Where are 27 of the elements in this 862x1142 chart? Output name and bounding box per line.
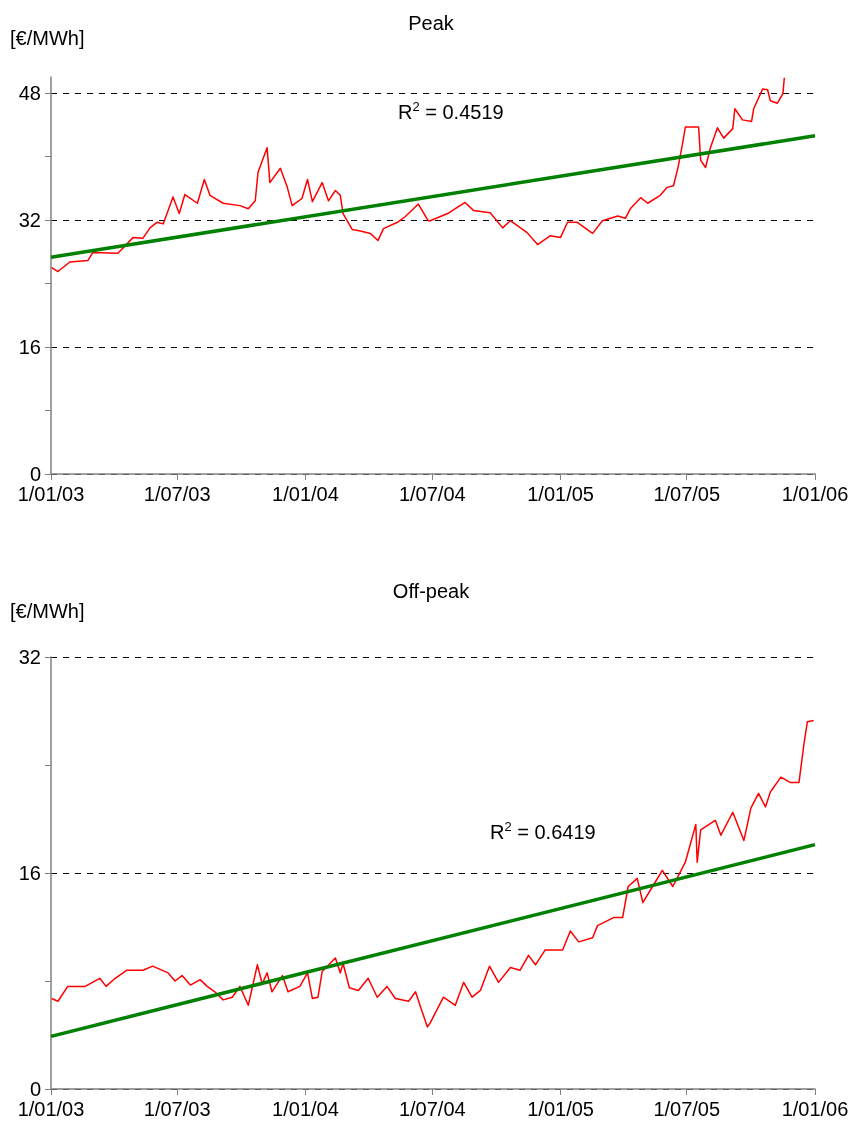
x-tick-label: 1/01/05 <box>527 483 594 505</box>
y-tick-label: 16 <box>18 862 41 884</box>
x-tick-label: 1/01/06 <box>781 483 849 505</box>
line-series <box>50 77 786 273</box>
x-tick-label: 1/01/04 <box>272 483 339 505</box>
x-tick-label: 1/01/03 <box>17 1098 85 1120</box>
x-tick-label: 1/01/06 <box>781 1098 849 1120</box>
y-tick-label: 16 <box>18 335 41 358</box>
chart-title: Off-peak <box>392 580 471 602</box>
y-tick-label: 32 <box>18 646 41 668</box>
x-tick-label: 1/07/03 <box>143 1098 211 1120</box>
x-tick-label: 1/01/05 <box>527 1098 594 1120</box>
line-series <box>50 719 815 1028</box>
y-axis-title: [€/MWh] <box>10 600 85 622</box>
x-tick-label: 1/07/05 <box>653 483 721 505</box>
x-tick-label: 1/01/04 <box>272 1098 339 1120</box>
y-tick-label: 48 <box>18 81 41 104</box>
x-tick-label: 1/07/04 <box>398 483 466 505</box>
y-axis-title: [€/MWh] <box>10 27 85 49</box>
x-tick-label: 1/07/05 <box>653 1098 721 1120</box>
y-tick-label: 0 <box>29 1078 41 1100</box>
x-tick-label: 1/07/04 <box>398 1098 466 1120</box>
x-tick-label: 1/07/03 <box>143 483 211 505</box>
y-tick-label: 32 <box>18 208 41 231</box>
x-tick-label: 1/01/03 <box>17 483 85 505</box>
y-tick-label: 0 <box>29 463 41 485</box>
chart-title: Peak <box>408 12 455 34</box>
